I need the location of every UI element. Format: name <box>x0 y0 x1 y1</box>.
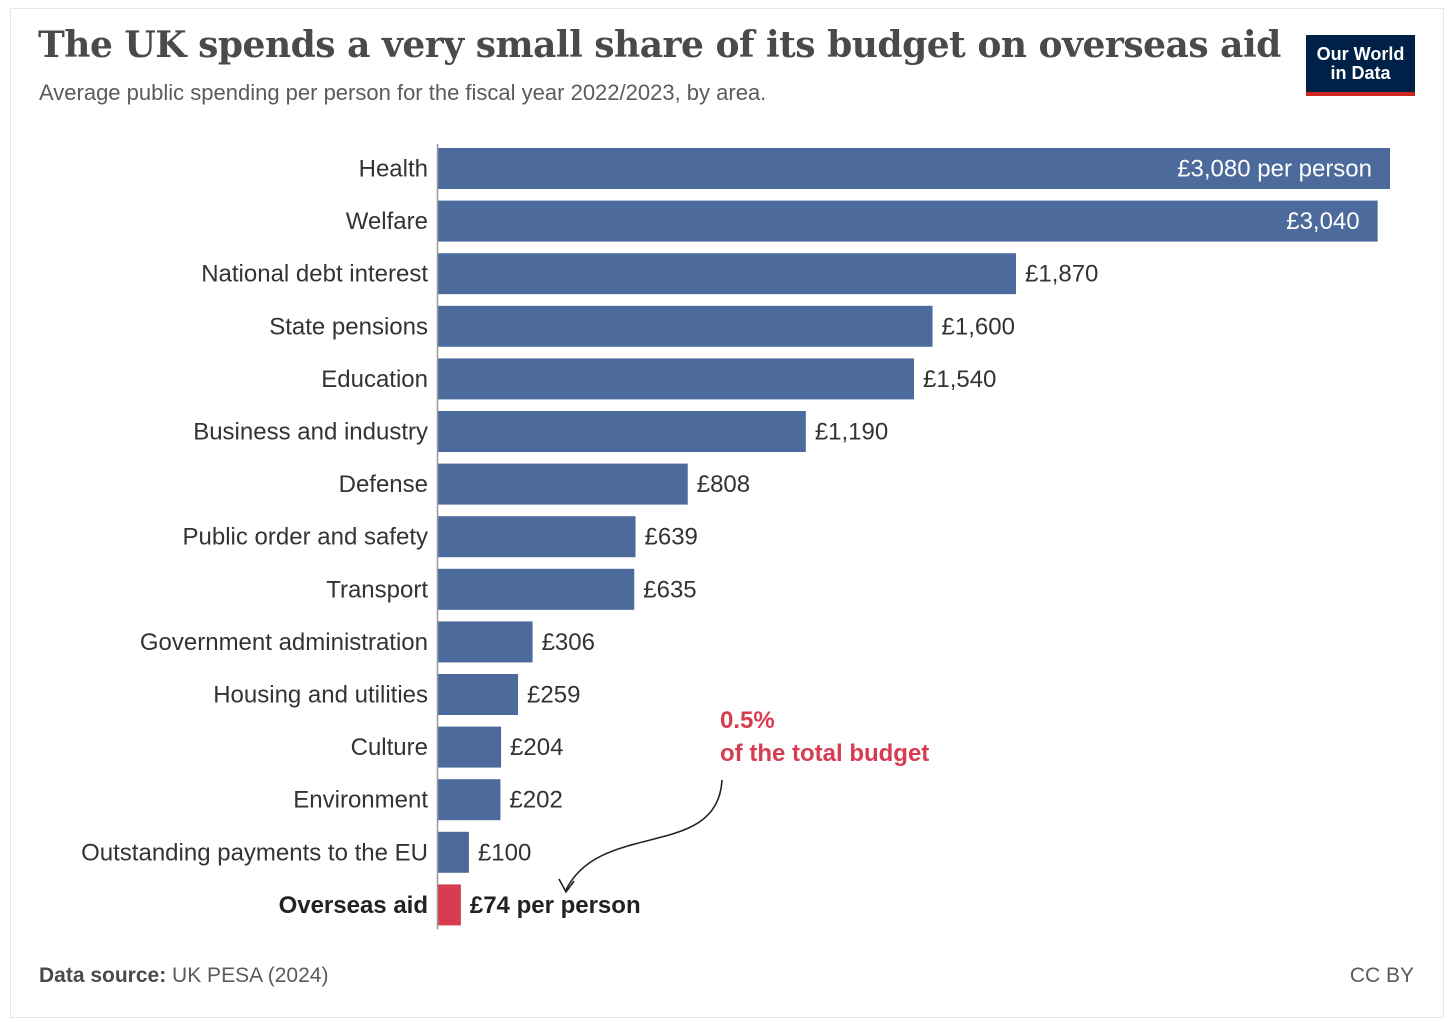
category-label-education: Education <box>321 366 428 393</box>
bar-public-order-and-safety[interactable] <box>438 516 636 558</box>
annotation-line-1: 0.5% <box>720 707 775 734</box>
bar-defense[interactable] <box>438 463 688 505</box>
category-label-state-pensions: State pensions <box>269 313 428 340</box>
chart-subtitle: Average public spending per person for t… <box>39 80 767 105</box>
chart-title: The UK spends a very small share of its … <box>38 24 1281 66</box>
value-label-defense: £808 <box>697 471 750 498</box>
bar-national-debt-interest[interactable] <box>438 253 1016 295</box>
value-label-overseas-aid: £74 per person <box>470 892 641 919</box>
bar-transport[interactable] <box>438 568 635 610</box>
bar-health[interactable] <box>438 148 1390 189</box>
value-label-national-debt-interest: £1,870 <box>1025 261 1098 288</box>
category-label-housing-and-utilities: Housing and utilities <box>213 682 428 709</box>
value-label-culture: £204 <box>510 734 563 761</box>
annotation-arrowhead <box>558 878 575 894</box>
value-label-public-order-and-safety: £639 <box>645 524 698 551</box>
owid-logo-text: Our World in Data <box>1316 43 1405 83</box>
owid-logo[interactable]: Our World in Data <box>1306 35 1415 96</box>
annotation-arrow <box>565 779 723 891</box>
value-label-housing-and-utilities: £259 <box>527 682 580 709</box>
bar-outstanding-payments-to-the-eu[interactable] <box>438 831 469 873</box>
category-label-welfare: Welfare <box>346 208 428 235</box>
category-label-national-debt-interest: National debt interest <box>201 261 428 288</box>
category-label-defense: Defense <box>339 471 428 498</box>
value-label-government-administration: £306 <box>542 629 595 656</box>
bar-business-and-industry[interactable] <box>438 411 806 452</box>
data-source: Data source: UK PESA (2024) <box>39 964 328 988</box>
bar-environment[interactable] <box>438 779 501 821</box>
value-label-state-pensions: £1,600 <box>942 313 1015 340</box>
data-source-label: Data source: <box>39 964 167 987</box>
value-label-transport: £635 <box>643 576 696 603</box>
bar-welfare[interactable] <box>438 200 1378 242</box>
bars-group: Health £3,080 per person Welfare £3,040 Nati… <box>81 148 1390 926</box>
logo-line-2: in Data <box>1330 62 1391 83</box>
bar-state-pensions[interactable] <box>438 305 933 347</box>
category-label-outstanding-payments-to-the-eu: Outstanding payments to the EU <box>81 839 428 866</box>
bar-culture[interactable] <box>438 726 502 768</box>
annotation-group: 0.5% of the total budget <box>558 707 929 894</box>
logo-line-1: Our World <box>1316 43 1405 64</box>
category-label-health: Health <box>359 156 428 183</box>
bar-education[interactable] <box>438 358 914 400</box>
category-label-government-administration: Government administration <box>140 629 428 656</box>
category-label-transport: Transport <box>326 576 428 603</box>
value-label-outstanding-payments-to-the-eu: £100 <box>478 839 531 866</box>
value-label-welfare: £3,040 <box>1286 208 1359 235</box>
annotation-line-2: of the total budget <box>720 740 929 767</box>
category-label-overseas-aid: Overseas aid <box>279 892 428 919</box>
category-label-environment: Environment <box>293 787 428 814</box>
data-source-text: UK PESA (2024) <box>166 964 329 987</box>
value-label-education: £1,540 <box>923 366 996 393</box>
value-label-environment: £202 <box>509 787 562 814</box>
bar-government-administration[interactable] <box>438 621 533 663</box>
category-label-public-order-and-safety: Public order and safety <box>183 524 428 551</box>
category-label-culture: Culture <box>351 734 428 761</box>
license-link[interactable]: CC BY <box>1349 964 1414 987</box>
value-label-health: £3,080 per person <box>1177 156 1372 183</box>
category-label-business-and-industry: Business and industry <box>193 419 428 446</box>
bar-overseas-aid[interactable] <box>438 884 461 926</box>
bar-housing-and-utilities[interactable] <box>438 674 519 715</box>
value-label-business-and-industry: £1,190 <box>815 419 888 446</box>
